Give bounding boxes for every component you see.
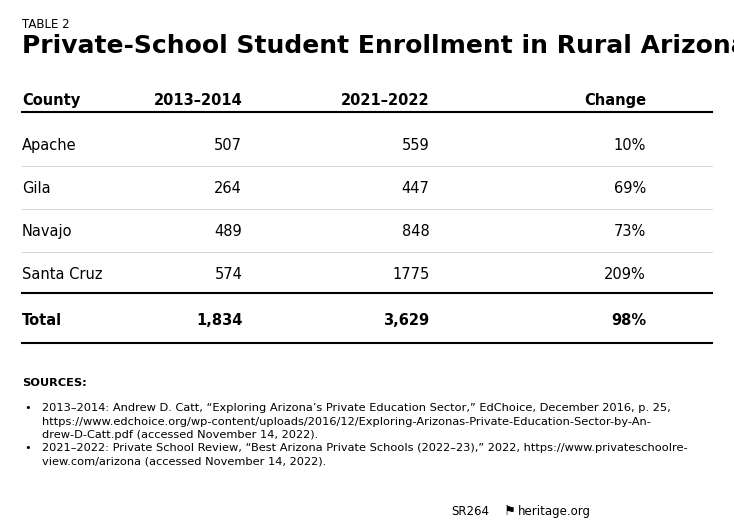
Text: Private-School Student Enrollment in Rural Arizona: Private-School Student Enrollment in Rur… [22,34,734,58]
Text: 10%: 10% [614,138,646,153]
Text: SR264: SR264 [451,506,490,518]
Text: SOURCES:: SOURCES: [22,378,87,388]
Text: ⚑: ⚑ [504,506,515,518]
Text: 559: 559 [401,138,429,153]
Text: Gila: Gila [22,181,51,196]
Text: 264: 264 [214,181,242,196]
Text: heritage.org: heritage.org [518,506,591,518]
Text: 1775: 1775 [392,267,429,282]
Text: 2013–2014: 2013–2014 [153,92,242,108]
Text: Navajo: Navajo [22,224,73,239]
Text: Total: Total [22,313,62,328]
Text: 73%: 73% [614,224,646,239]
Text: •: • [24,443,31,453]
Text: 2021–2022: 2021–2022 [341,92,429,108]
Text: 2013–2014: Andrew D. Catt, “Exploring Arizona’s Private Education Sector,” EdCho: 2013–2014: Andrew D. Catt, “Exploring Ar… [42,403,671,440]
Text: Change: Change [584,92,646,108]
Text: •: • [24,403,31,414]
Text: 507: 507 [214,138,242,153]
Text: 447: 447 [401,181,429,196]
Text: 2021–2022: Private School Review, “Best Arizona Private Schools (2022–23),” 2022: 2021–2022: Private School Review, “Best … [42,443,688,466]
Text: Santa Cruz: Santa Cruz [22,267,103,282]
Text: County: County [22,92,80,108]
Text: 209%: 209% [604,267,646,282]
Text: Apache: Apache [22,138,76,153]
Text: 3,629: 3,629 [383,313,429,328]
Text: 1,834: 1,834 [196,313,242,328]
Text: 489: 489 [214,224,242,239]
Text: 574: 574 [214,267,242,282]
Text: 69%: 69% [614,181,646,196]
Text: TABLE 2: TABLE 2 [22,18,70,31]
Text: 848: 848 [401,224,429,239]
Text: 98%: 98% [611,313,646,328]
